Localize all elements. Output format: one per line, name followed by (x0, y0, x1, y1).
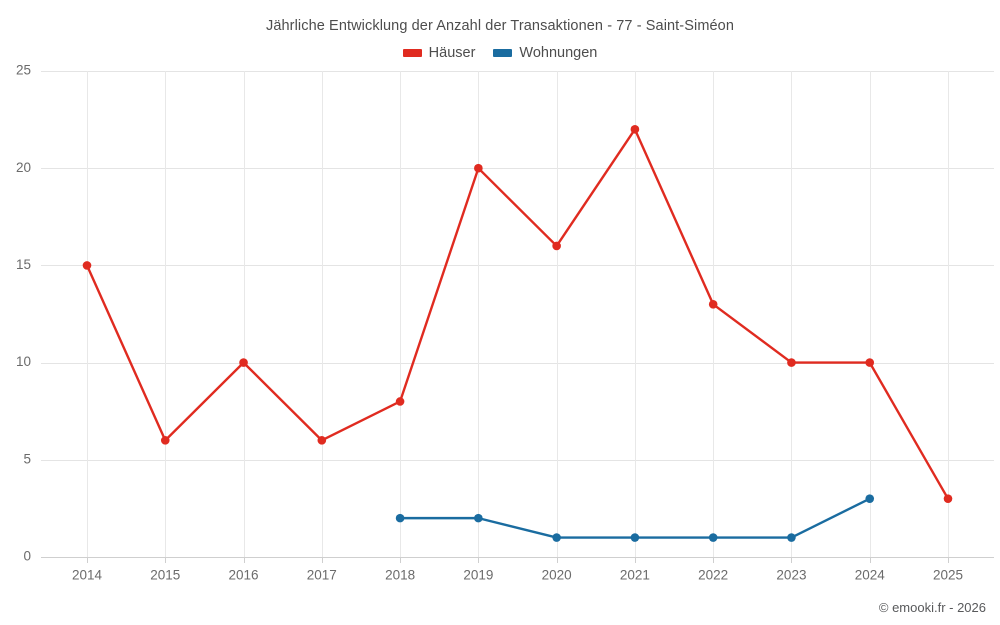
data-point-häuser-2021[interactable] (630, 125, 640, 134)
data-point-häuser-2023[interactable] (787, 358, 796, 367)
data-point-wohnungen-2023[interactable] (787, 533, 796, 542)
legend-swatch-icon-hauser (402, 49, 422, 57)
x-axis-tick-label: 2018 (385, 568, 415, 583)
chart-legend: Häuser Wohnungen (0, 45, 1000, 61)
y-axis-tick-label: 20 (16, 160, 31, 175)
x-axis-tick-label: 2024 (855, 568, 886, 583)
series-häuser (82, 125, 953, 503)
data-point-häuser-2016[interactable] (239, 358, 248, 367)
data-point-wohnungen-2018[interactable] (395, 513, 405, 523)
x-axis-tick-label: 2022 (698, 568, 728, 583)
legend-item-wohnungen[interactable]: Wohnungen (493, 45, 597, 61)
data-point-wohnungen-2024[interactable] (865, 494, 875, 503)
y-axis-tick-label: 5 (23, 451, 31, 466)
data-point-häuser-2018[interactable] (395, 397, 405, 406)
x-axis-tick-label: 2023 (776, 568, 806, 583)
y-axis-tick-label: 10 (16, 354, 31, 369)
x-axis-tick-label: 2021 (620, 568, 650, 583)
data-point-häuser-2017[interactable] (317, 436, 327, 445)
x-axis-tick-label: 2025 (933, 568, 963, 583)
chart-title: Jährliche Entwicklung der Anzahl der Tra… (265, 18, 735, 34)
data-point-häuser-2022[interactable] (708, 299, 718, 309)
data-point-häuser-2019[interactable] (474, 163, 483, 173)
data-point-häuser-2024[interactable] (865, 358, 875, 367)
x-axis-tick-label: 2020 (542, 568, 572, 583)
legend-label-hauser: Häuser (428, 45, 476, 61)
legend-label-wohnungen: Wohnungen (519, 45, 598, 61)
x-axis-tick-label: 2015 (150, 568, 180, 583)
y-axis-tick-label: 0 (23, 549, 31, 564)
data-point-häuser-2014[interactable] (82, 261, 92, 270)
data-point-häuser-2020[interactable] (552, 241, 561, 251)
y-axis-tick-label: 25 (16, 63, 31, 78)
data-point-wohnungen-2022[interactable] (708, 533, 718, 542)
y-axis-tick-label: 15 (16, 257, 31, 272)
data-point-häuser-2025[interactable] (943, 494, 953, 503)
footer-credit: © emooki.fr - 2026 (878, 600, 986, 615)
x-axis-tick-label: 2019 (463, 568, 493, 583)
grid-lines: 0 5 10 15 20 25 (16, 63, 994, 564)
series-line-wohnungen (398, 497, 871, 539)
x-axis: 2014 2015 2016 2017 2018 2019 2020 2021 2022 2023… (72, 71, 963, 583)
data-point-wohnungen-2021[interactable] (630, 533, 640, 542)
x-axis-tick-label: 2016 (229, 568, 259, 583)
series-wohnungen (395, 494, 875, 542)
x-axis-tick-label: 2014 (72, 568, 103, 583)
data-point-wohnungen-2020[interactable] (552, 533, 561, 542)
x-axis-tick-label: 2017 (307, 568, 337, 583)
legend-swatch-icon-wohnungen (493, 49, 513, 57)
data-point-wohnungen-2019[interactable] (474, 513, 483, 523)
legend-item-hauser[interactable]: Häuser (402, 45, 476, 61)
data-point-häuser-2015[interactable] (160, 436, 170, 445)
series-line-häuser (85, 128, 950, 500)
